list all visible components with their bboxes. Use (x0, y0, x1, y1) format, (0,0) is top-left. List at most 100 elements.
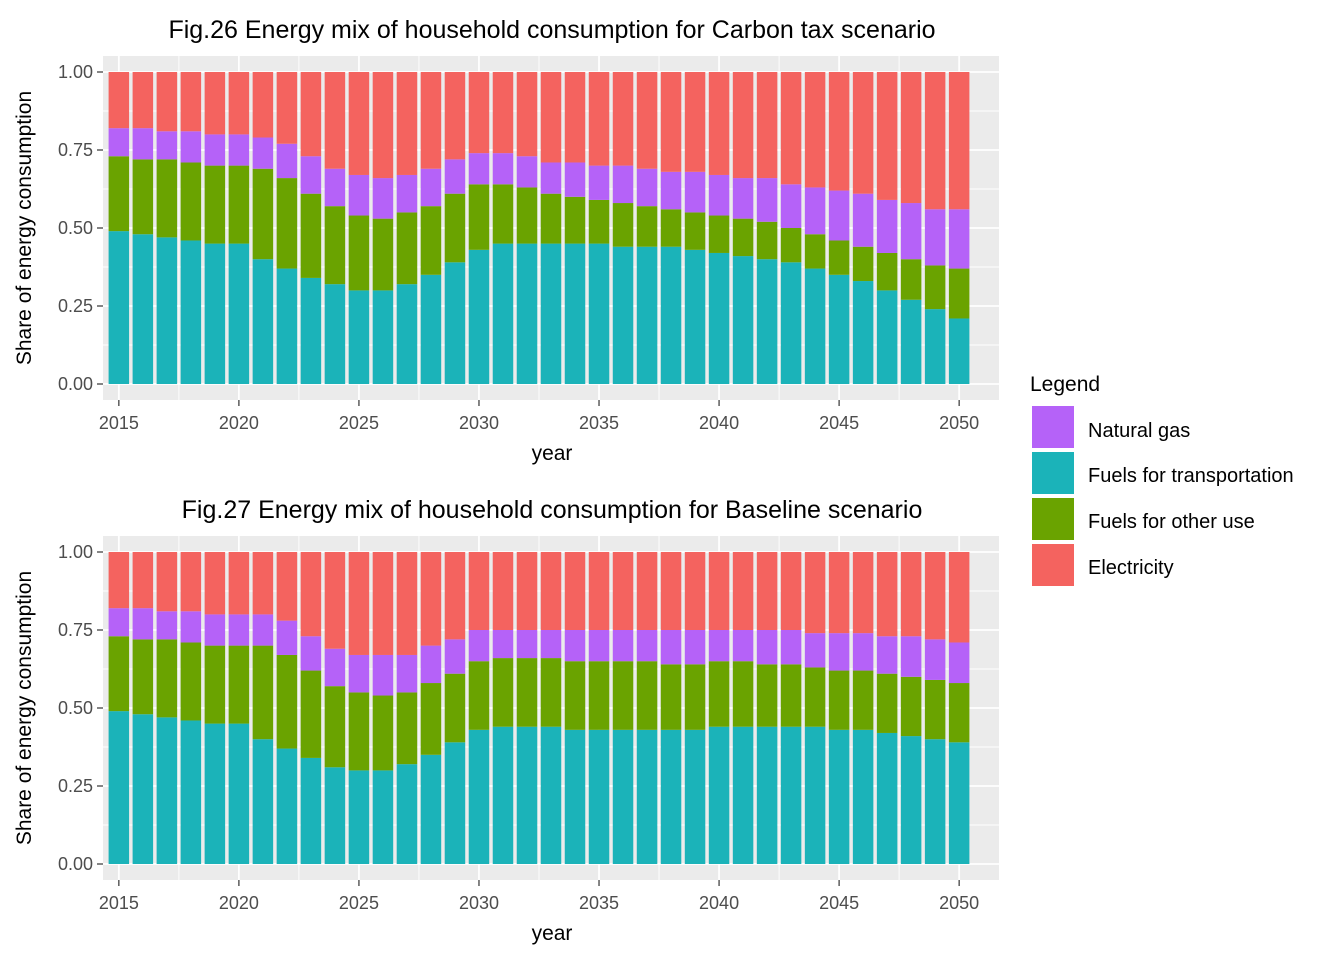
chart-panel-carbon-tax: Fig.26 Energy mix of household consumpti… (13, 16, 999, 465)
bar-segment-electricity-2032 (516, 72, 538, 157)
bar-segment-fuels-for-transportation-2030 (468, 249, 490, 384)
y-tick-label: 0.75 (58, 140, 93, 160)
bar-segment-electricity-2047 (876, 552, 898, 637)
bar-segment-fuels-for-transportation-2023 (300, 757, 322, 864)
bar-segment-fuels-for-other-use-2049 (924, 265, 946, 310)
bar-segment-fuels-for-other-use-2046 (852, 670, 874, 730)
bar-segment-natural-gas-2039 (684, 630, 706, 665)
bar-segment-natural-gas-2044 (804, 187, 826, 235)
y-axis-title: Share of energy consumption (13, 91, 36, 365)
bar-segment-fuels-for-transportation-2050 (948, 318, 970, 384)
bar-segment-electricity-2037 (636, 552, 658, 630)
bar-segment-electricity-2034 (564, 552, 586, 630)
bar-segment-fuels-for-transportation-2034 (564, 729, 586, 864)
bar-segment-electricity-2028 (420, 72, 442, 169)
bar-segment-natural-gas-2039 (684, 171, 706, 213)
bar-segment-fuels-for-transportation-2031 (492, 243, 514, 384)
bar-segment-fuels-for-other-use-2031 (492, 658, 514, 727)
bar-segment-fuels-for-transportation-2040 (708, 252, 730, 384)
bar-segment-fuels-for-transportation-2017 (156, 717, 178, 864)
bar-segment-electricity-2029 (444, 552, 466, 640)
x-axis-title: year (532, 922, 573, 945)
bar-segment-electricity-2030 (468, 72, 490, 154)
bar-segment-electricity-2033 (540, 72, 562, 163)
bar-segment-fuels-for-transportation-2035 (588, 729, 610, 864)
x-axis-title: year (532, 442, 573, 465)
bar-segment-electricity-2018 (180, 72, 202, 132)
legend-key (1032, 406, 1074, 448)
bar-segment-electricity-2047 (876, 72, 898, 200)
bar-segment-fuels-for-other-use-2032 (516, 658, 538, 727)
bar-segment-natural-gas-2047 (876, 636, 898, 674)
bar-segment-electricity-2021 (252, 72, 274, 138)
bar-segment-fuels-for-other-use-2050 (948, 268, 970, 319)
bar-segment-fuels-for-transportation-2049 (924, 739, 946, 864)
bar-segment-fuels-for-other-use-2018 (180, 162, 202, 241)
bar-segment-fuels-for-other-use-2030 (468, 661, 490, 730)
bar-segment-fuels-for-other-use-2048 (900, 259, 922, 300)
bar-segment-natural-gas-2016 (132, 128, 154, 160)
bar-segment-fuels-for-other-use-2038 (660, 209, 682, 247)
bar-segment-fuels-for-other-use-2038 (660, 664, 682, 730)
bar-segment-electricity-2019 (204, 72, 226, 135)
x-tick-label: 2050 (939, 413, 979, 433)
bar-segment-electricity-2048 (900, 72, 922, 204)
legend-label: Natural gas (1088, 420, 1190, 442)
bar-segment-fuels-for-transportation-2033 (540, 726, 562, 864)
bar-segment-natural-gas-2032 (516, 156, 538, 188)
bar-segment-fuels-for-transportation-2036 (612, 246, 634, 384)
legend-label: Electricity (1088, 557, 1174, 579)
bar-segment-fuels-for-transportation-2015 (108, 711, 130, 864)
bar-segment-natural-gas-2045 (828, 633, 850, 671)
x-tick-label: 2020 (219, 893, 259, 913)
bars (108, 552, 970, 864)
bar-segment-fuels-for-other-use-2046 (852, 246, 874, 282)
y-tick-label: 0.50 (58, 218, 93, 238)
bar-segment-fuels-for-other-use-2023 (300, 193, 322, 278)
bar-segment-natural-gas-2032 (516, 630, 538, 659)
bar-segment-fuels-for-other-use-2035 (588, 199, 610, 244)
bar-segment-fuels-for-transportation-2037 (636, 729, 658, 864)
bar-segment-natural-gas-2026 (372, 178, 394, 219)
bar-segment-electricity-2031 (492, 552, 514, 630)
bar-segment-electricity-2042 (756, 72, 778, 179)
bar-segment-natural-gas-2016 (132, 608, 154, 640)
bar-segment-fuels-for-transportation-2026 (372, 290, 394, 384)
bar-segment-fuels-for-other-use-2029 (444, 673, 466, 743)
bar-segment-electricity-2049 (924, 552, 946, 640)
bar-segment-electricity-2039 (684, 552, 706, 630)
bar-segment-fuels-for-other-use-2021 (252, 645, 274, 740)
bar-segment-fuels-for-transportation-2021 (252, 259, 274, 384)
x-axis-ticks: 2015 2020 2025 2030 2035 2040 2045 2050 (99, 400, 979, 433)
bar-segment-fuels-for-other-use-2028 (420, 206, 442, 275)
bar-segment-fuels-for-transportation-2016 (132, 714, 154, 864)
bar-segment-fuels-for-transportation-2029 (444, 742, 466, 864)
bar-segment-electricity-2024 (324, 552, 346, 649)
bar-segment-electricity-2019 (204, 552, 226, 615)
bar-segment-natural-gas-2020 (228, 134, 250, 166)
bar-segment-fuels-for-other-use-2036 (612, 661, 634, 730)
bar-segment-fuels-for-other-use-2019 (204, 645, 226, 724)
bar-segment-fuels-for-other-use-2020 (228, 645, 250, 724)
bar-segment-electricity-2023 (300, 72, 322, 157)
bar-segment-natural-gas-2020 (228, 614, 250, 646)
bar-segment-electricity-2015 (108, 72, 130, 129)
bar-segment-fuels-for-transportation-2045 (828, 729, 850, 864)
bar-segment-fuels-for-transportation-2024 (324, 284, 346, 384)
bar-segment-fuels-for-transportation-2037 (636, 246, 658, 384)
bar-segment-natural-gas-2038 (660, 171, 682, 210)
bar-segment-natural-gas-2026 (372, 654, 394, 696)
bar-segment-natural-gas-2040 (708, 630, 730, 662)
bar-segment-fuels-for-other-use-2026 (372, 695, 394, 771)
bar-segment-natural-gas-2033 (540, 630, 562, 659)
bar-segment-natural-gas-2018 (180, 131, 202, 163)
x-tick-label: 2035 (579, 893, 619, 913)
legend-item-natural-gas: Natural gas (1032, 406, 1190, 448)
bar-segment-electricity-2040 (708, 552, 730, 630)
bar-segment-natural-gas-2049 (924, 639, 946, 680)
x-tick-label: 2020 (219, 413, 259, 433)
bar-segment-fuels-for-transportation-2032 (516, 243, 538, 384)
bar-segment-natural-gas-2047 (876, 199, 898, 253)
bar-segment-fuels-for-other-use-2016 (132, 159, 154, 235)
bar-segment-natural-gas-2049 (924, 209, 946, 266)
